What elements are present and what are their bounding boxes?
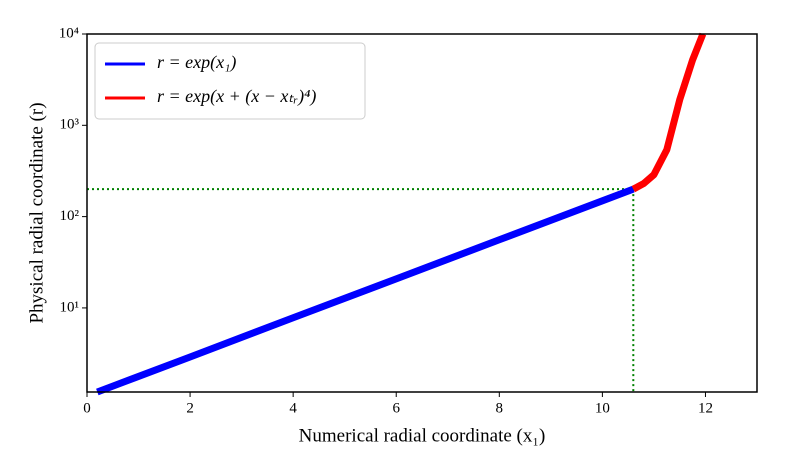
legend: r = exp(x₁) r = exp(x + (x − xₜᵣ)⁴) — [94, 42, 366, 120]
y-axis-label: Physical radial coordinate (r) — [26, 102, 47, 323]
series-line — [96, 185, 635, 396]
x-tick-label: 6 — [392, 400, 400, 416]
x-tick-label: 2 — [186, 400, 194, 416]
plot-frame — [86, 33, 758, 393]
x-axis-label: Numerical radial coordinate (x₁) — [299, 425, 546, 446]
series-line — [631, 32, 707, 193]
legend-box — [94, 42, 366, 120]
x-tick-label: 4 — [289, 400, 297, 416]
x-tick-label: 8 — [496, 400, 504, 416]
y-tick-label: 10² — [60, 208, 80, 224]
x-tick-label: 0 — [83, 400, 91, 416]
y-tick-label: 10³ — [60, 117, 80, 133]
y-tick-label: 10¹ — [60, 299, 80, 315]
legend-text: r = exp(x + (x − xₜᵣ)⁴) — [157, 86, 316, 107]
x-tick-label: 10 — [595, 400, 610, 416]
legend-text: r = exp(x₁) — [157, 52, 236, 73]
x-tick-label: 12 — [698, 400, 713, 416]
y-tick-label: 10⁴ — [59, 25, 79, 41]
